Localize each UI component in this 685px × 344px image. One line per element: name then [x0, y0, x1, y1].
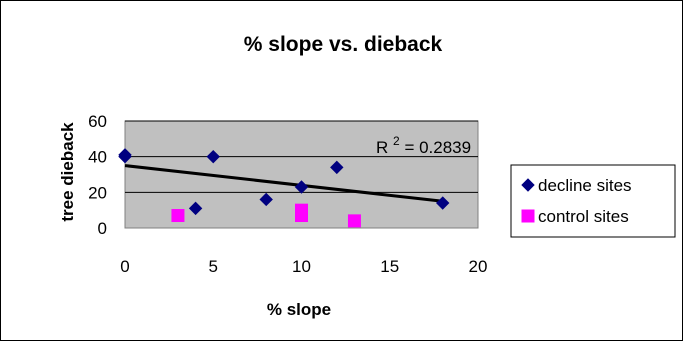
legend-marker-decline-sites [521, 178, 535, 192]
r-squared-value: = 0.2839 [404, 138, 471, 157]
x-tick-label: 5 [209, 257, 218, 276]
control-sites-point [295, 209, 308, 223]
decline-sites-point [330, 160, 344, 175]
legend: decline sites control sites [510, 164, 676, 238]
x-axis-title: % slope [267, 300, 331, 319]
decline-sites-point [259, 192, 273, 207]
control-sites-point [171, 209, 185, 223]
decline-sites-point [188, 201, 203, 216]
r-squared-symbol: R [376, 138, 388, 157]
y-tick-label: 20 [88, 183, 107, 202]
legend-label-decline-sites: decline sites [538, 176, 632, 195]
r-squared-exponent: 2 [393, 134, 400, 148]
y-tick-label: 40 [88, 148, 107, 167]
decline-sites-point [435, 196, 450, 210]
decline-sites-point [118, 149, 132, 164]
legend-box [510, 164, 676, 238]
y-tick-label: 0 [98, 219, 107, 238]
decline-sites-point [294, 180, 309, 194]
y-tick-label: 60 [88, 112, 107, 131]
x-tick-label: 10 [292, 257, 311, 276]
y-axis-title: tree dieback [58, 122, 77, 222]
control-sites-point [347, 214, 361, 228]
legend-label-control-sites: control sites [538, 207, 629, 226]
legend-items: decline sites control sites [521, 176, 632, 226]
x-axis-ticks: 0 5 10 15 20 [120, 257, 487, 276]
x-tick-label: 0 [120, 257, 129, 276]
x-tick-label: 15 [380, 257, 399, 276]
legend-marker-control-sites [521, 209, 535, 223]
r-squared-annotation: R 2 = 0.2839 [376, 130, 471, 157]
data-points [118, 148, 450, 228]
trendline [124, 164, 443, 203]
y-axis-ticks: 0 20 40 60 [88, 112, 107, 238]
trendline-group [124, 164, 443, 203]
decline-sites-point [206, 149, 220, 164]
x-tick-label: 20 [469, 257, 488, 276]
chart-title: % slope vs. dieback [244, 33, 443, 56]
